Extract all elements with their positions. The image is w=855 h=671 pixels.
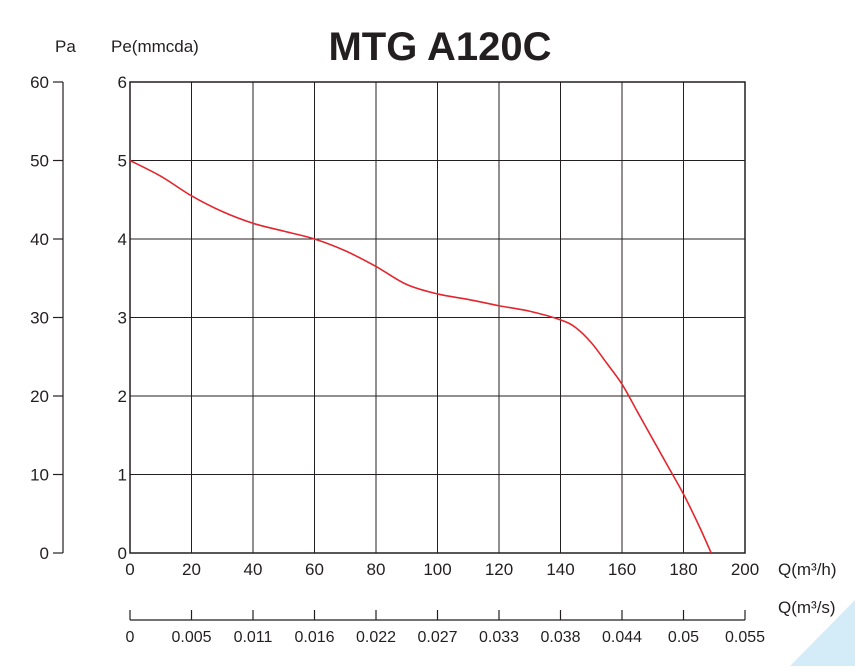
x-tick-label: 200 [731,560,759,579]
x-tick-label: 60 [305,560,324,579]
x2-tick-label: 0.016 [294,629,334,646]
x-tick-label: 0 [125,560,134,579]
right-axis-label: Pe(mmcda) [111,37,199,56]
plot-layer: 0 20 40 60 80 100 120 140 160 180 2000123456010203… [30,73,855,666]
y-tick-label-pa: 50 [30,152,49,171]
corner-decoration [790,600,855,666]
y-tick-label-mmcda: 3 [118,309,127,328]
x2-tick-label: 0.005 [171,629,211,646]
x2-tick-label: 0.05 [668,629,699,646]
x-tick-label: 20 [182,560,201,579]
x-tick-label: 160 [608,560,636,579]
y-tick-label-mmcda: 1 [118,466,127,485]
x2-tick-label: 0.044 [602,629,642,646]
y-tick-label-mmcda: 2 [118,387,127,406]
y-tick-label-pa: 40 [30,230,49,249]
y-tick-label-mmcda: 5 [118,152,127,171]
left-axis-label: Pa [55,37,76,56]
y-tick-label-mmcda: 6 [118,73,127,92]
y-tick-label-pa: 60 [30,73,49,92]
x2-axis-label: Q(m³/s) [778,598,836,617]
y-tick-label-mmcda: 0 [118,544,127,563]
series-line [129,159,712,554]
chart-title: MTG A120C [328,25,551,69]
x2-tick-label: 0.022 [356,629,396,646]
x2-tick-label: 0.033 [479,629,519,646]
y-tick-label-pa: 0 [40,544,49,563]
x2-tick-label: 0.011 [234,629,273,646]
x-tick-label: 180 [669,560,697,579]
y-tick-label-mmcda: 4 [118,230,127,249]
x2-tick-label: 0.027 [417,629,457,646]
x-tick-label: 140 [546,560,574,579]
y-tick-label-pa: 20 [30,387,49,406]
x-tick-label: 80 [367,560,386,579]
x2-tick-label: 0.038 [540,629,580,646]
x2-tick-label: 0.055 [725,629,765,646]
x-axis-label: Q(m³/h) [778,560,837,579]
x2-tick-label: 0 [126,629,135,646]
y-tick-label-pa: 10 [30,466,49,485]
x-tick-label: 40 [244,560,263,579]
x-tick-label: 120 [485,560,513,579]
y-tick-label-pa: 30 [30,309,49,328]
x-tick-label: 100 [423,560,451,579]
plot-frame [129,81,746,554]
